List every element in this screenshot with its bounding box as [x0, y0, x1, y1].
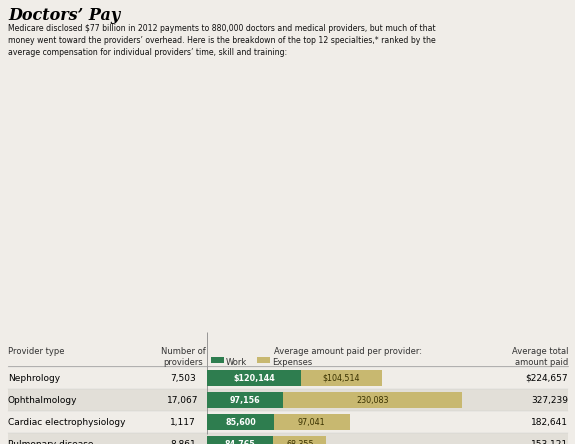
Text: 230,083: 230,083: [356, 396, 389, 404]
Text: Provider type: Provider type: [8, 347, 64, 356]
Text: 85,600: 85,600: [225, 417, 256, 427]
Text: Number of
providers: Number of providers: [160, 347, 205, 367]
Bar: [274, 414, 350, 430]
Bar: [8, 433, 568, 444]
Text: Nephrology: Nephrology: [8, 373, 60, 382]
Text: 327,239: 327,239: [531, 396, 568, 404]
Bar: [207, 436, 273, 444]
Text: Work: Work: [226, 358, 247, 367]
Text: 68,355: 68,355: [286, 440, 313, 444]
Text: $224,657: $224,657: [526, 373, 568, 382]
Bar: [211, 357, 224, 363]
Bar: [301, 370, 382, 386]
Text: 97,156: 97,156: [229, 396, 260, 404]
Text: Average total
amount paid: Average total amount paid: [512, 347, 568, 367]
Text: 97,041: 97,041: [298, 417, 325, 427]
Bar: [257, 357, 270, 363]
Text: 8,861: 8,861: [170, 440, 196, 444]
Text: Pulmonary disease: Pulmonary disease: [8, 440, 94, 444]
Text: Ophthalmology: Ophthalmology: [8, 396, 78, 404]
Text: Medicare disclosed $77 billion in 2012 payments to 880,000 doctors and medical p: Medicare disclosed $77 billion in 2012 p…: [8, 24, 436, 57]
Bar: [207, 392, 283, 408]
Bar: [207, 414, 274, 430]
Text: 182,641: 182,641: [531, 417, 568, 427]
Text: 1,117: 1,117: [170, 417, 196, 427]
Text: 84,765: 84,765: [225, 440, 255, 444]
Bar: [283, 392, 462, 408]
Text: Expenses: Expenses: [272, 358, 312, 367]
Bar: [273, 436, 327, 444]
Text: Cardiac electrophysiology: Cardiac electrophysiology: [8, 417, 125, 427]
Text: 17,067: 17,067: [167, 396, 199, 404]
Text: $120,144: $120,144: [233, 373, 275, 382]
Text: Doctors’ Pay: Doctors’ Pay: [8, 7, 120, 24]
Bar: [207, 370, 301, 386]
Bar: [8, 367, 568, 389]
Bar: [8, 411, 568, 433]
Text: $104,514: $104,514: [323, 373, 361, 382]
Text: 7,503: 7,503: [170, 373, 196, 382]
Text: 153,121: 153,121: [531, 440, 568, 444]
Text: Average amount paid per provider:: Average amount paid per provider:: [274, 347, 423, 356]
Bar: [8, 389, 568, 411]
